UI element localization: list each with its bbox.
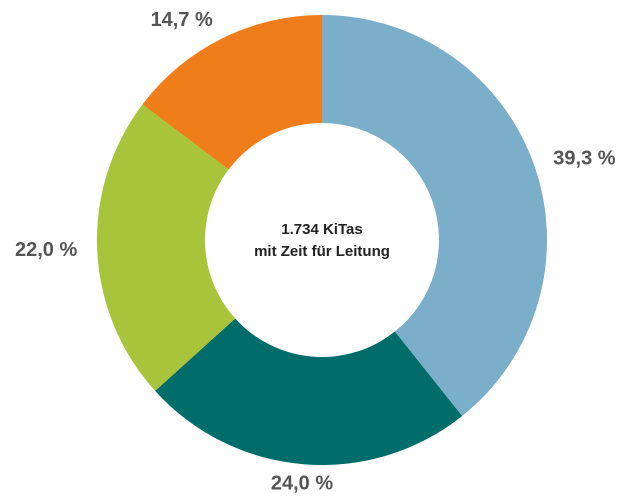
- center-text: 1.734 KiTas: [281, 221, 362, 238]
- center-text: mit Zeit für Leitung: [254, 243, 390, 260]
- donut-slice: [155, 318, 463, 466]
- value-label: 22,0 %: [15, 239, 77, 261]
- donut-slice: [322, 15, 548, 417]
- value-label: 24,0 %: [271, 472, 333, 494]
- donut-slice: [142, 15, 322, 170]
- donut-slice: [97, 104, 236, 391]
- value-label: 39,3 %: [553, 147, 615, 169]
- value-label: 14,7 %: [151, 9, 213, 31]
